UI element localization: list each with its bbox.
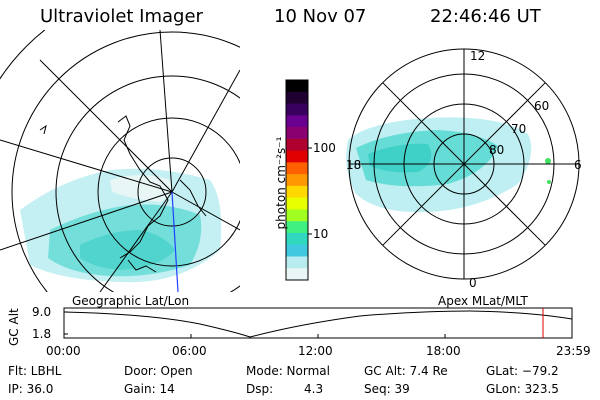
- colorbar-step: [286, 185, 308, 199]
- geographic-map-label: Geographic Lat/Lon: [72, 294, 190, 308]
- colorbar-tick-10: 10: [313, 227, 329, 241]
- date-label: 10 Nov 07: [274, 6, 367, 27]
- timeline-ytick-1-8: 1.8: [32, 327, 52, 341]
- colorbar-step: [286, 221, 308, 234]
- colorbar: [285, 79, 312, 281]
- colorbar-step: [286, 127, 308, 140]
- timeline-xtick-0000: 00:00: [46, 344, 81, 358]
- colorbar-step: [286, 256, 308, 269]
- colorbar-step: [286, 80, 308, 93]
- filter-value: Flt: LBHL: [8, 364, 62, 378]
- altitude-timeline: GC Alt: [7, 307, 573, 346]
- mlt-label-12: 12: [470, 49, 485, 63]
- ip-value: IP: 36.0: [8, 382, 54, 396]
- mlat-label-60: 60: [534, 99, 549, 113]
- magnetic-polar-plot: 12 0 18 6 60 70 80: [346, 48, 582, 290]
- glat-value: GLat: −79.2: [486, 364, 559, 378]
- seq-value: Seq: 39: [364, 382, 410, 396]
- latlon-grid: [0, 30, 240, 292]
- aurora-spot: [547, 180, 551, 184]
- timeline-xticks: [63, 334, 573, 338]
- timeline-ylabel: GC Alt: [7, 308, 21, 346]
- colorbar-step: [286, 103, 308, 116]
- time-label: 22:46:46 UT: [430, 6, 541, 27]
- mode-value: Mode: Normal: [246, 364, 330, 378]
- colorbar-step: [286, 150, 308, 163]
- colorbar-step: [286, 162, 308, 175]
- colorbar-unit-label: photon cm⁻²s⁻¹: [274, 136, 288, 230]
- colorbar-step: [286, 115, 308, 128]
- mlat-label-70: 70: [511, 122, 526, 136]
- aurora-emission-left: [20, 168, 222, 283]
- colorbar-step: [286, 91, 308, 105]
- colorbar-tick-100: 100: [313, 141, 336, 155]
- mlat-mlt-grid: [348, 48, 580, 280]
- gc-alt-value: GC Alt: 7.4 Re: [364, 364, 448, 378]
- aurora-spot: [545, 158, 551, 164]
- colorbar-step: [286, 197, 308, 210]
- colorbar-step: [286, 174, 308, 187]
- altitude-curve: [63, 310, 573, 338]
- dsp-value: 4.3: [304, 382, 324, 396]
- timeline-xtick-1200: 12:00: [298, 344, 333, 358]
- colorbar-step: [286, 268, 308, 281]
- mlt-label-0: 0: [469, 276, 477, 290]
- timeline-ytick-9: 9.0: [32, 305, 52, 319]
- timeline-xtick-1800: 18:00: [426, 344, 461, 358]
- colorbar-ticks: [308, 147, 312, 235]
- timeline-xtick-0600: 06:00: [172, 344, 207, 358]
- instrument-title: Ultraviolet Imager: [40, 6, 203, 27]
- colorbar-step: [286, 244, 308, 257]
- glon-value: GLon: 323.5: [486, 382, 559, 396]
- timeline-frame: [63, 307, 573, 339]
- dsp-label: Dsp:: [246, 382, 274, 396]
- colorbar-step: [286, 138, 308, 152]
- magnetic-map-label: Apex MLat/MLT: [438, 294, 528, 308]
- aurora-emission-right: [346, 117, 551, 213]
- satellite-track: [171, 191, 179, 292]
- timeline-xtick-2359: 23:59: [556, 344, 591, 358]
- mlat-label-80: 80: [489, 143, 504, 157]
- gain-value: Gain: 14: [124, 382, 175, 396]
- mlt-label-6: 6: [574, 158, 582, 172]
- mlt-label-18: 18: [346, 158, 361, 172]
- coastline: [39, 115, 207, 273]
- colorbar-gradient: [286, 80, 308, 281]
- timeline-yticks: [64, 311, 68, 335]
- door-value: Door: Open: [124, 364, 193, 378]
- colorbar-step: [286, 232, 308, 246]
- colorbar-step: [286, 209, 308, 222]
- geographic-map: [0, 30, 240, 292]
